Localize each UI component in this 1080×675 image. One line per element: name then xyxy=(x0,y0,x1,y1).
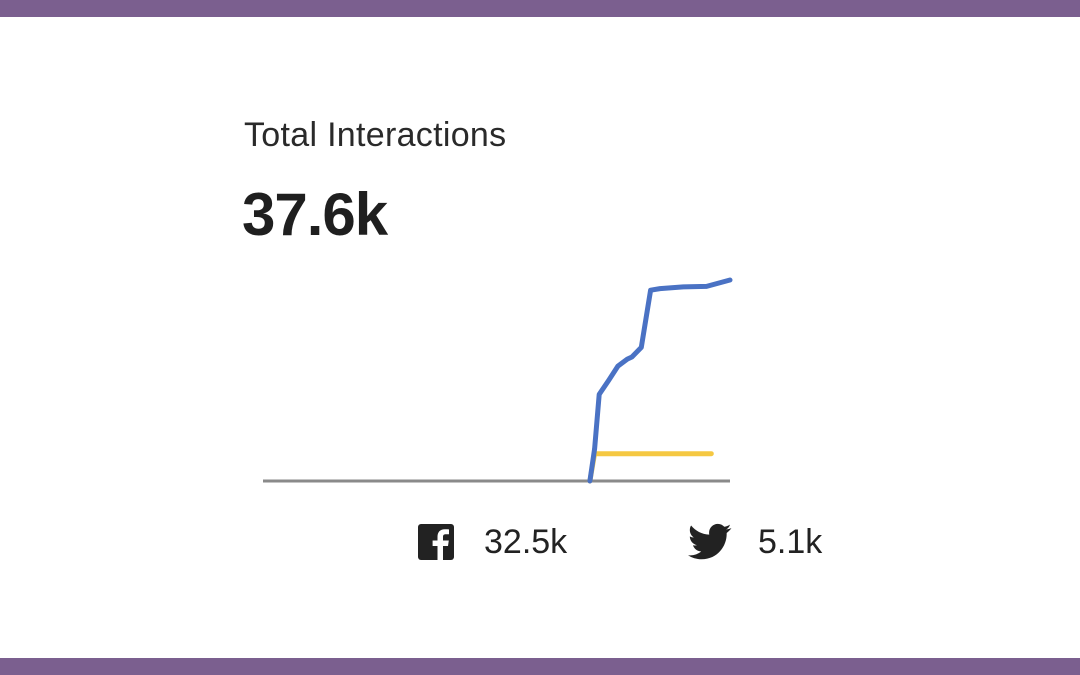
legend-facebook-value: 32.5k xyxy=(484,522,568,561)
legend-facebook: 32.5k xyxy=(416,520,567,564)
legend-twitter-value: 5.1k xyxy=(758,522,823,561)
bottom-border xyxy=(0,658,1080,675)
top-border xyxy=(0,0,1080,17)
series-line-twitter xyxy=(587,451,714,484)
series-line-facebook xyxy=(587,277,733,484)
twitter-icon xyxy=(688,522,732,562)
facebook-icon xyxy=(416,522,456,562)
total-value: 37.6k xyxy=(242,181,388,248)
chart-title: Total Interactions xyxy=(244,116,507,154)
legend-twitter: 5.1k xyxy=(688,520,822,564)
series-layer xyxy=(587,277,733,484)
